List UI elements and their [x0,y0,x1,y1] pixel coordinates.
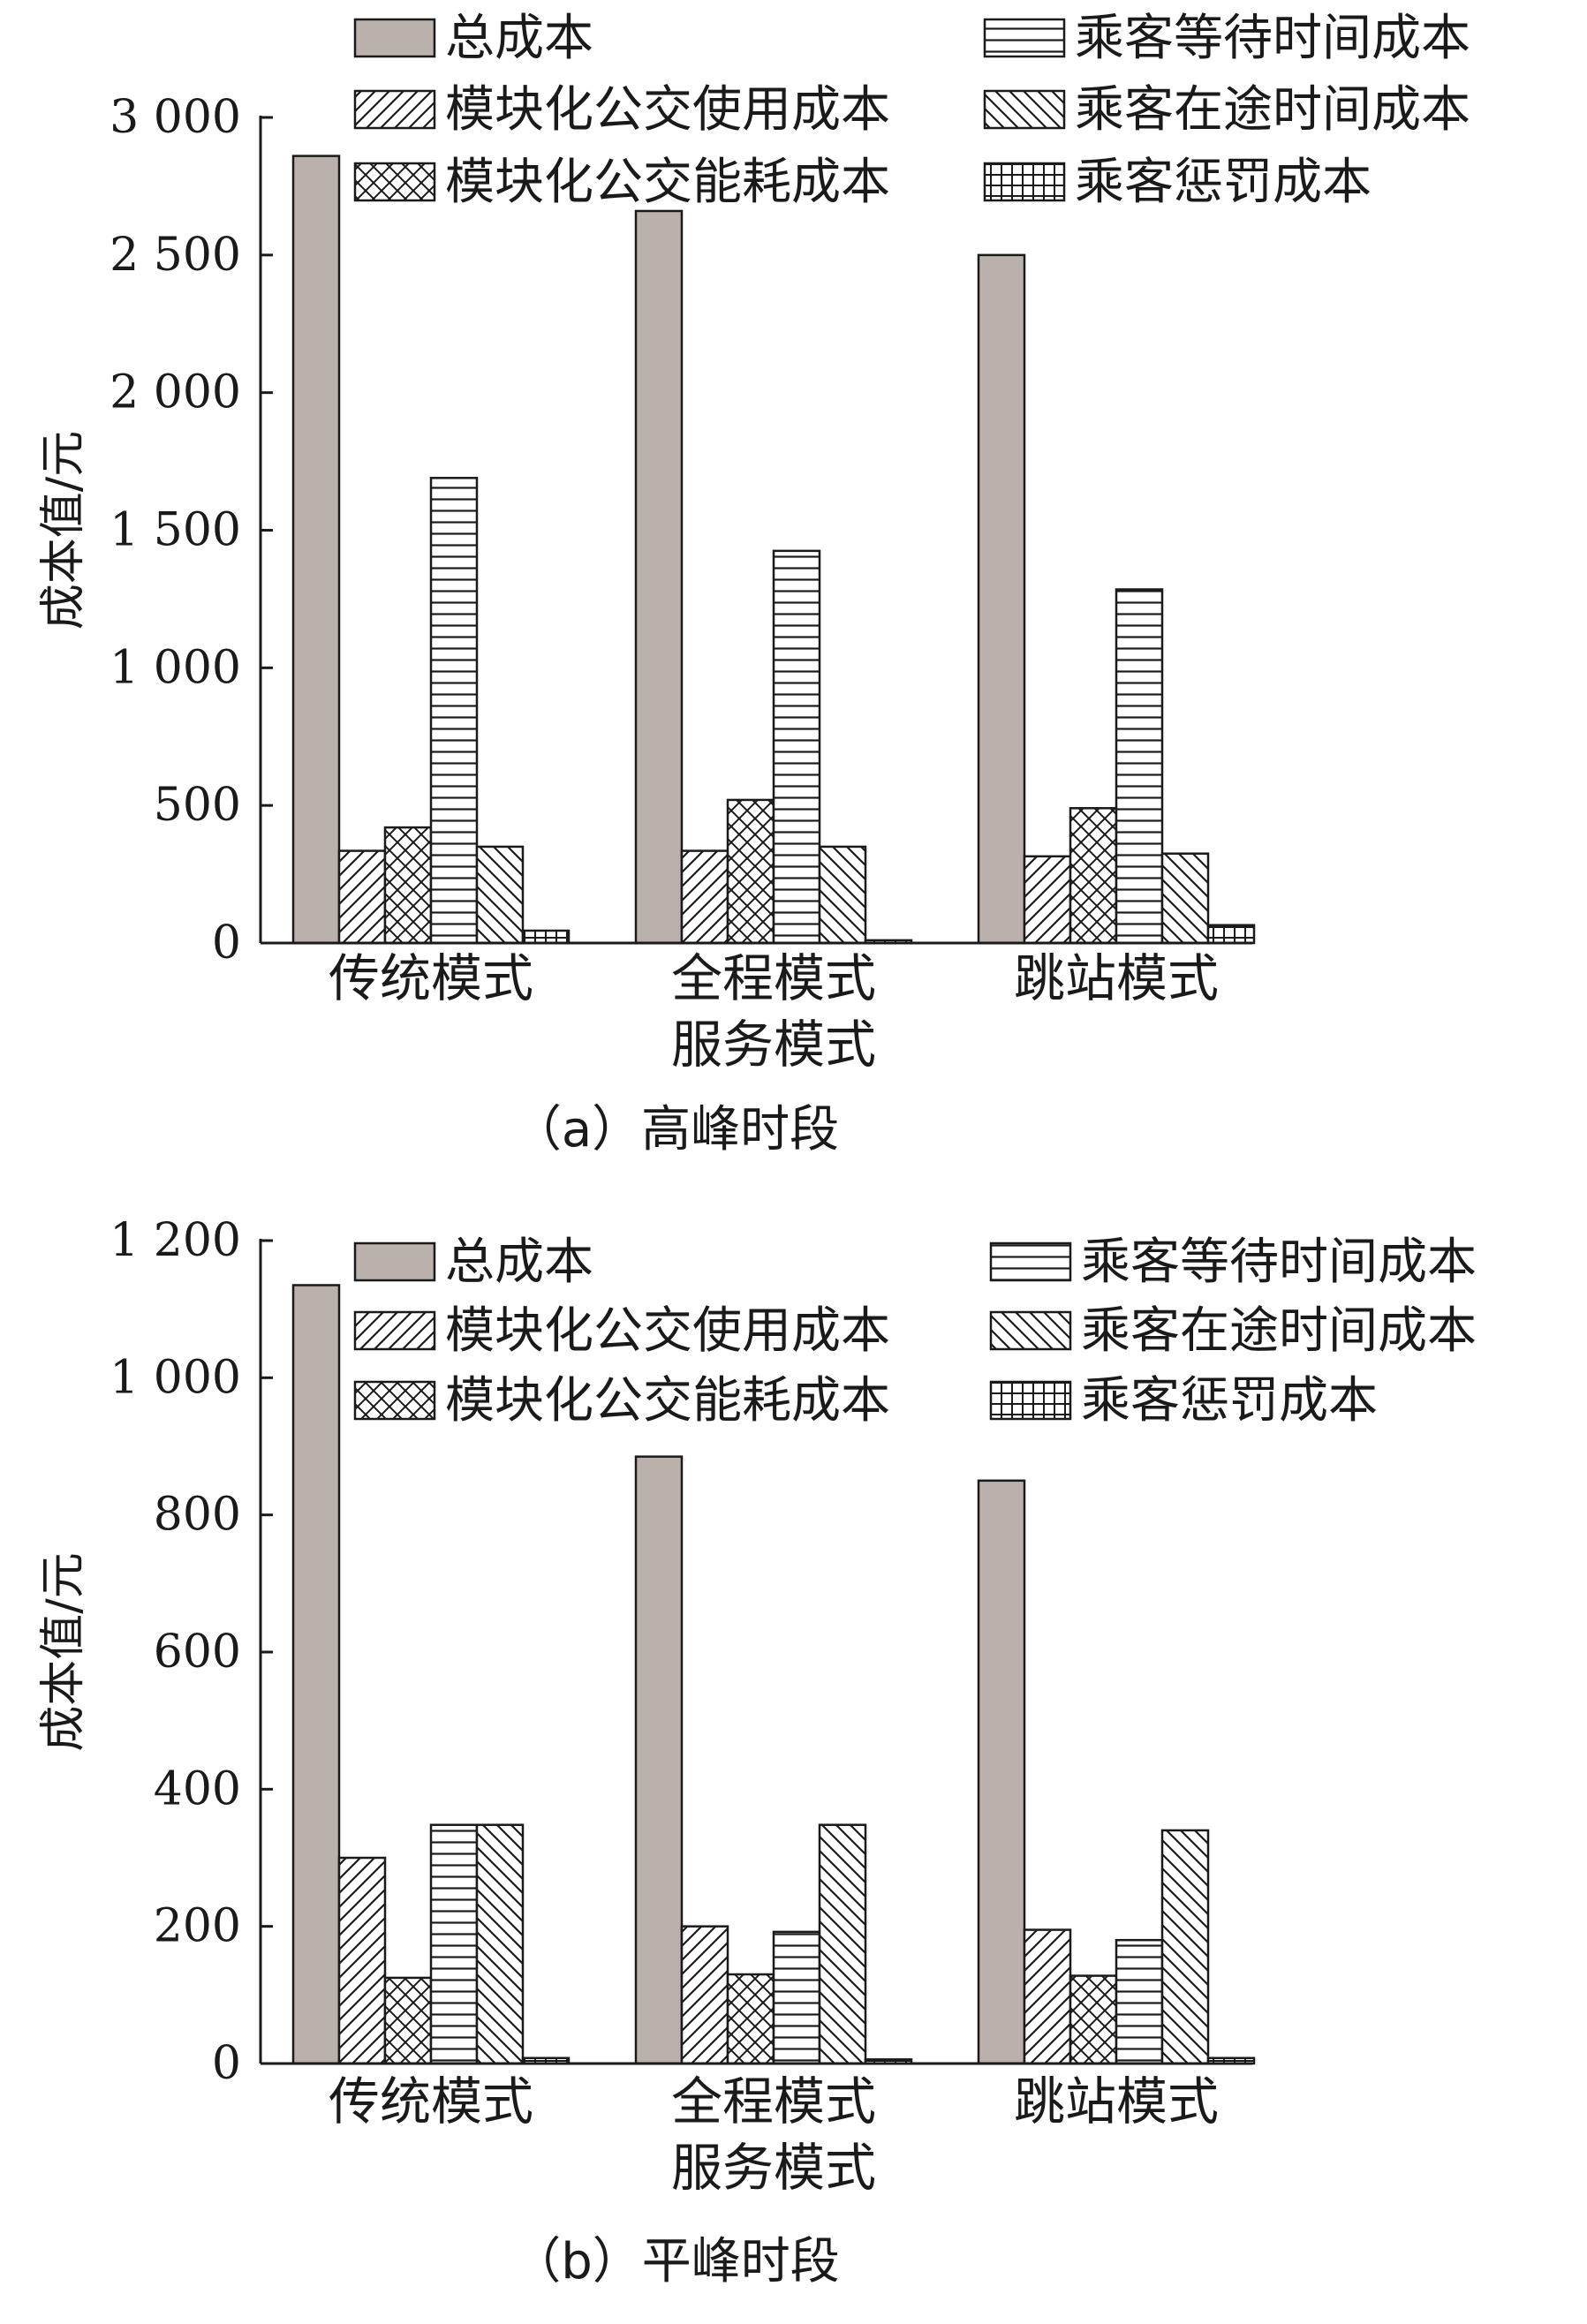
legend-swatch-usage [353,1310,436,1351]
legend-label-penalty: 乘客惩罚成本 [1081,1372,1378,1430]
bar-penalty [1206,924,1256,945]
y-tick-label: 800 [154,1489,241,1542]
bar-usage [1023,1928,1072,2065]
legend-swatch-penalty [989,1380,1072,1421]
legend-swatch-transit [983,89,1066,130]
legend-label-transit: 乘客在途时间成本 [1081,1302,1477,1360]
y-tick-label: 400 [154,1762,241,1815]
bars-group [291,1284,1256,2065]
bar-transit [475,1823,525,2065]
bar-transit [1160,852,1210,945]
bar-energy [1069,1974,1118,2065]
y-axis-title: 成本值/元 [37,1552,90,1752]
legend-label-energy: 模块化公交能耗成本 [445,1372,890,1430]
bar-usage [1023,855,1072,945]
bar-transit [1160,1829,1210,2065]
legend-swatch-total [353,18,436,58]
x-category-label: 跳站模式 [1014,948,1219,1008]
bar-usage [680,1925,729,2065]
y-tick-label: 2 000 [110,366,241,419]
bar-transit [475,845,525,945]
bar-total [291,1284,341,2065]
y-tick-label: 1 200 [110,1214,241,1267]
x-category-label: 跳站模式 [1014,2071,1219,2132]
legend-swatch-penalty [983,162,1066,202]
legend-label-total: 总成本 [445,10,593,67]
legend-swatch-transit [989,1310,1072,1351]
bar-energy [1069,807,1118,945]
legend-swatch-usage [353,89,436,130]
bar-penalty [521,929,571,945]
y-tick-label: 500 [154,779,241,832]
y-ticks: 0 200 400 600 800 1 000 1 200 [110,1214,273,2090]
x-category-label: 全程模式 [671,948,876,1008]
y-tick-label: 1 000 [110,641,241,694]
y-tick-label: 1 000 [110,1351,241,1404]
bar-wait [772,549,821,945]
bars-group [291,155,1256,945]
x-category-label: 服务模式 [671,1015,876,1075]
bar-total [291,155,341,945]
bar-total [977,1479,1026,2065]
bar-wait [772,1930,821,2065]
bar-energy [383,1976,433,2065]
bar-energy [383,826,433,945]
panel-caption: （b）平峰时段 [511,2233,840,2290]
x-category-label: 全程模式 [671,2071,876,2132]
bar-total [634,1455,684,2065]
legend-label-transit: 乘客在途时间成本 [1075,81,1470,139]
bar-total [634,209,684,945]
legend-swatch-wait [983,18,1066,58]
panel-caption: （a）高峰时段 [512,1101,839,1158]
bar-energy [726,798,775,945]
legend-label-usage: 模块化公交使用成本 [445,1302,890,1360]
legend-label-energy: 模块化公交能耗成本 [445,154,890,211]
bar-usage [337,849,387,945]
bar-transit [818,1823,867,2065]
bar-wait [429,477,479,945]
y-tick-label: 0 [212,2037,241,2090]
legend-swatch-total [353,1241,436,1282]
legend-swatch-energy [353,162,436,202]
legend-label-wait: 乘客等待时间成本 [1081,1234,1477,1291]
y-tick-label: 200 [154,1900,241,1953]
bar-usage [337,1856,387,2065]
bar-transit [818,845,867,945]
x-category-label: 服务模式 [671,2138,876,2198]
bar-wait [1115,588,1164,945]
legend-label-total: 总成本 [445,1234,593,1291]
y-tick-label: 1 500 [110,504,241,557]
x-category-label: 传统模式 [329,948,533,1008]
legend-swatch-wait [989,1241,1072,1282]
y-tick-label: 600 [154,1626,241,1679]
bar-wait [1115,1938,1164,2065]
y-tick-label: 2 500 [110,229,241,282]
y-ticks: 0 500 1 000 1 500 2 000 2 500 3 000 [110,91,273,970]
bar-energy [726,1973,775,2065]
legend-label-penalty: 乘客惩罚成本 [1075,154,1372,211]
axes-group [259,1239,1252,2065]
x-category-label: 传统模式 [329,2071,533,2132]
y-axis-title: 成本值/元 [37,431,90,630]
legend-label-usage: 模块化公交使用成本 [445,81,890,139]
y-tick-label: 3 000 [110,91,241,144]
legend-swatch-energy [353,1380,436,1421]
legend-label-wait: 乘客等待时间成本 [1075,10,1470,67]
bar-total [977,253,1026,945]
bar-wait [429,1823,479,2065]
bar-usage [680,849,729,945]
y-tick-label: 0 [212,917,241,970]
